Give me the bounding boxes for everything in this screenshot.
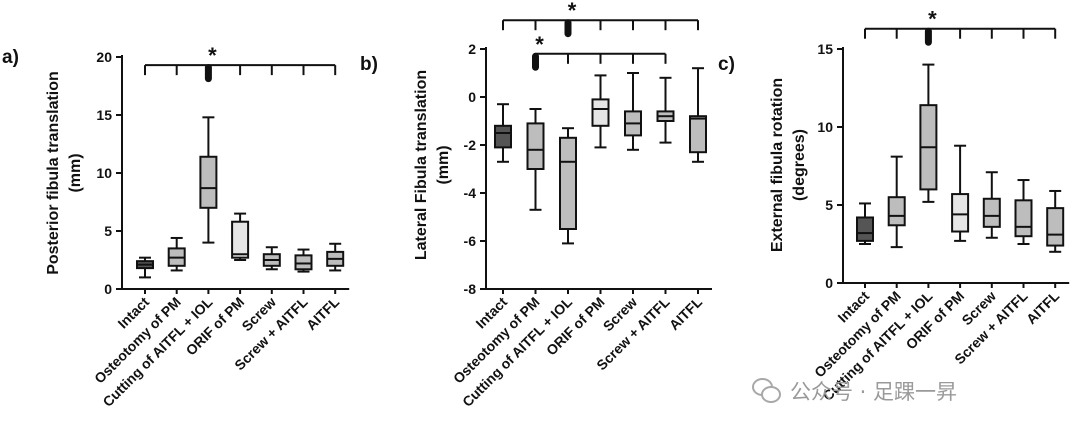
- panel-2-box: [526, 122, 545, 170]
- panel-1-box: [294, 254, 313, 271]
- panel-1-label: a): [2, 47, 19, 68]
- panel-3-significance-star: *: [928, 7, 937, 32]
- panel-2-ylabel-line-2: (mm): [435, 145, 452, 184]
- panel-1-y-tick-label: 20: [96, 49, 112, 65]
- panel-2-ylabel-line-1: Lateral Fibula translation: [413, 70, 430, 260]
- panel-2-significance-star: *: [568, 0, 577, 23]
- panel-2-y-tick-label: -4: [464, 185, 477, 201]
- panel-1-y-axis-title: Posterior fibula translation (mm): [45, 71, 84, 275]
- panel-2-bracket-marker: [564, 19, 572, 38]
- panel-1-bracket-marker: [204, 64, 212, 83]
- panel-1-box: [199, 155, 218, 209]
- panel-1-box: [231, 220, 250, 259]
- panel-1-ylabel-line-1: Posterior fibula translation: [45, 71, 62, 275]
- panel-2-x-tick-label: AITFL: [666, 293, 706, 333]
- panel-2-bracket-marker: [532, 52, 539, 71]
- panel-1-ylabel-line-2: (mm): [67, 153, 84, 192]
- panel-2-box: [689, 115, 707, 154]
- panel-3-box: [856, 216, 874, 242]
- watermark: 公众号 · 足踝一昇: [752, 376, 957, 406]
- panel-2-y-axis-title: Lateral Fibula translation (mm): [413, 70, 452, 260]
- panel-2-y-tick-label: 0: [468, 89, 476, 105]
- wechat-icon: [752, 378, 782, 404]
- panel-2-y-tick-label: 2: [468, 41, 476, 57]
- panel-2-significance-star: *: [535, 32, 544, 57]
- panel-1-y-tick-label: 10: [96, 165, 112, 181]
- panel-1-x-tick-label: AITFL: [303, 293, 343, 333]
- panel-3-y-tick-label: 5: [825, 197, 833, 213]
- panel-3-box: [1046, 207, 1065, 247]
- panel-3-label: c): [718, 54, 735, 75]
- panel-3-y-tick-label: 10: [817, 119, 833, 135]
- panel-3-box: [1014, 199, 1033, 238]
- panel-2-box: [591, 98, 610, 127]
- watermark-text: 公众号 · 足踝一昇: [790, 380, 958, 404]
- panel-2-label: b): [360, 54, 378, 75]
- panel-2-y-tick-label: -8: [464, 281, 477, 297]
- panel-3-x-tick-label: AITFL: [1023, 287, 1063, 327]
- panel-1-significance-star: *: [208, 43, 217, 68]
- panel-2-box: [559, 136, 577, 230]
- panel-3-box: [982, 197, 1001, 228]
- panel-2-box: [494, 124, 512, 149]
- panel-3-y-tick-label: 0: [825, 275, 833, 291]
- panel-3-ylabel-line-2: (degrees): [791, 129, 808, 201]
- panel-2-y-tick-label: -6: [464, 233, 477, 249]
- panel-1-y-tick-label: 0: [104, 281, 112, 297]
- panel-3-bracket-marker: [924, 27, 932, 46]
- panel-1-y-tick-label: 15: [96, 107, 112, 123]
- panel-1-y-tick-label: 5: [104, 223, 112, 239]
- panel-3-y-tick-label: 15: [817, 41, 833, 57]
- panel-3-y-axis-title: External fibula rotation (degrees): [769, 78, 808, 252]
- panel-3-box: [887, 196, 906, 227]
- panel-3-box: [951, 193, 970, 233]
- panel-2-y-tick-label: -2: [464, 137, 477, 153]
- panel-3-ylabel-line-1: External fibula rotation: [769, 78, 786, 252]
